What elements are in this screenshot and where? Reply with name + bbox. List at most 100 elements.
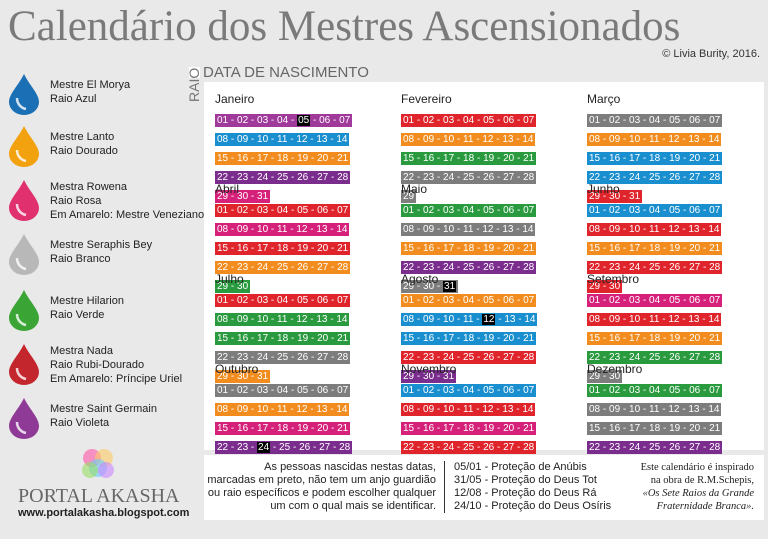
separator: - (474, 262, 484, 273)
day: 16 (237, 153, 249, 164)
ray-line: Raio Verde (50, 309, 105, 321)
week: 29 - 30 - 31 (587, 190, 643, 203)
day: 03 (257, 205, 269, 216)
day: 26 (669, 352, 681, 363)
month: Março 01 - 02 - 03 - 04 - 05 - 06 - 07 08 … (587, 92, 762, 205)
separator: - (620, 442, 630, 453)
separator: - (600, 333, 610, 344)
separator: - (473, 224, 483, 235)
day: 18 (649, 423, 661, 434)
day: 21 (709, 333, 721, 344)
day: 13 (502, 224, 514, 235)
separator: - (268, 243, 278, 254)
week: 01 - 02 - 03 - 04 - 05 - 06 - 07 (215, 294, 351, 307)
separator: - (514, 295, 524, 306)
day: 20 (317, 243, 329, 254)
month: Agosto 01 - 02 - 03 - 04 - 05 - 06 - 07 08… (401, 272, 576, 385)
separator: - (434, 243, 444, 254)
day: 16 (423, 153, 435, 164)
day: 19 (483, 153, 495, 164)
week: 01 - 02 - 03 - 04 - 05 - 06 - 07 (587, 384, 723, 397)
day: 15 (403, 153, 415, 164)
separator: - (660, 262, 670, 273)
separator: - (287, 224, 297, 235)
separator: - (328, 205, 338, 216)
day: 06 (319, 115, 331, 126)
day: 15 (217, 243, 229, 254)
week: 08 - 09 - 10 - 11 - 12 - 13 - 14 (215, 403, 350, 416)
day: 30 (237, 371, 249, 382)
day: 31 (257, 371, 269, 382)
day: 04 (277, 385, 289, 396)
week: 01 - 02 - 03 - 04 - 05 - 06 - 07 (587, 204, 723, 217)
day: 05 (297, 205, 309, 216)
day: 07 (709, 295, 721, 306)
separator: - (513, 404, 523, 415)
separator: - (514, 423, 524, 434)
week: 15 - 16 - 17 - 18 - 19 - 20 - 21 (401, 242, 537, 255)
day: 05 (297, 295, 309, 306)
separator: - (680, 153, 690, 164)
separator: - (600, 371, 610, 382)
separator: - (640, 423, 650, 434)
separator: - (268, 295, 278, 306)
title: Calendário dos Mestres Ascensionados (8, 3, 681, 50)
week: 15 - 16 - 17 - 18 - 19 - 20 - 21 (401, 152, 537, 165)
separator: - (327, 314, 337, 325)
month-name: Outubro (215, 362, 259, 376)
separator: - (699, 134, 709, 145)
day: 01 (217, 295, 229, 306)
week: 22 - 23 - 24 - 25 - 26 - 27 - 28 (215, 171, 351, 184)
separator: - (288, 352, 298, 363)
day: 05 (297, 115, 311, 126)
separator: - (600, 314, 610, 325)
separator: - (248, 333, 258, 344)
separator: - (680, 333, 690, 344)
day: 23 (423, 352, 435, 363)
day: 16 (423, 243, 435, 254)
ray-line: Mestre El Morya (50, 79, 131, 91)
day: 18 (277, 243, 289, 254)
day: 26 (483, 262, 495, 273)
day: 08 (589, 134, 601, 145)
separator: - (414, 295, 424, 306)
day: 22 (217, 172, 229, 183)
separator: - (660, 153, 670, 164)
separator: - (514, 205, 524, 216)
day: 13 (502, 404, 514, 415)
day: 29 (217, 191, 229, 202)
day: 20 (317, 333, 329, 344)
separator: - (434, 442, 444, 453)
separator: - (248, 262, 258, 273)
separator: - (290, 442, 300, 453)
day: 12 (482, 134, 494, 145)
week: 29 (401, 190, 417, 203)
separator: - (640, 224, 650, 235)
note-line: As pessoas nascidas nestas datas, (264, 461, 436, 473)
day: 07 (709, 205, 721, 216)
separator: - (660, 333, 670, 344)
separator: - (328, 295, 338, 306)
ray-label: Mestra Nada Raio Rubi-Dourado Em Amarelo: … (50, 344, 182, 386)
drop-shape (9, 74, 39, 115)
separator: - (228, 442, 238, 453)
separator: - (699, 404, 709, 415)
day: 22 (403, 352, 415, 363)
ray-line: Raio Azul (50, 93, 97, 105)
day: 29 (403, 371, 415, 382)
week: 15 - 16 - 17 - 18 - 19 - 20 - 21 (587, 332, 723, 345)
day: 08 (589, 224, 601, 235)
day: 04 (277, 205, 289, 216)
separator: - (248, 153, 258, 164)
day: 23 (609, 442, 621, 453)
day: 23 (609, 352, 621, 363)
drop-shine (15, 421, 27, 435)
day: 23 (237, 262, 249, 273)
week: 29 - 30 (587, 280, 623, 293)
day: 28 (709, 442, 721, 453)
separator: - (474, 423, 484, 434)
separator: - (288, 385, 298, 396)
day: 25 (463, 262, 475, 273)
day: 08 (403, 404, 415, 415)
day: 17 (257, 243, 269, 254)
